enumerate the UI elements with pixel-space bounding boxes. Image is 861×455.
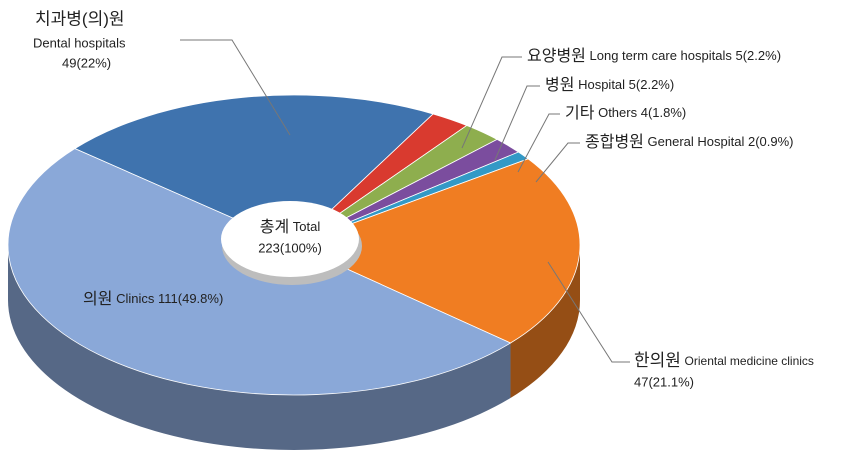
value-label: 111(49.8%) <box>158 291 223 306</box>
value-label: 47(21.1%) <box>634 374 694 389</box>
center-disc <box>221 201 359 277</box>
label: 요양병원 Long term care hospitals 5(2.2%) <box>527 47 781 65</box>
center-value: 223(100%) <box>258 240 322 255</box>
value-label: 5(2.2%) <box>736 48 782 63</box>
slice <box>292 158 581 344</box>
label-en: Hospital <box>578 77 625 92</box>
value-label: 4(1.8%) <box>641 105 687 120</box>
label-en: Others <box>598 105 638 120</box>
label-en: General Hospital <box>648 134 745 149</box>
label: 병원 Hospital 5(2.2%) <box>545 76 674 94</box>
label-en: Oriental medicine clinics <box>685 354 814 368</box>
label-en: Long term care hospitals <box>590 48 733 63</box>
center-label: 총계 Total <box>260 218 321 236</box>
leader-line <box>517 113 560 173</box>
label: 의원 Clinics 111(49.8%) <box>83 290 223 308</box>
slice-side <box>510 245 580 399</box>
label: 기타 Others 4(1.8%) <box>565 104 686 122</box>
leader-line <box>494 85 540 161</box>
label-ko: 종합병원 <box>585 133 644 151</box>
label-ko: 기타 <box>565 104 595 122</box>
leader-line <box>547 261 630 363</box>
center-label-ko: 총계 <box>260 218 289 236</box>
label-ko: 의원 <box>83 290 112 308</box>
leader-lines <box>180 39 630 363</box>
label: 한의원 Oriental medicine clinics <box>634 351 814 370</box>
label-en: Dental hospitals <box>33 35 126 50</box>
label-ko: 치과병(의)원 <box>35 9 125 28</box>
slice-side <box>7 245 511 451</box>
center-label-en: Total <box>293 219 321 234</box>
slice <box>74 94 434 246</box>
label-ko: 한의원 <box>634 351 681 370</box>
value-label: 49(22%) <box>62 55 111 70</box>
leader-line <box>180 39 291 136</box>
leader-line <box>535 142 580 183</box>
label-ko: 병원 <box>545 76 574 94</box>
value-label: 5(2.2%) <box>629 77 675 92</box>
label: 종합병원 General Hospital 2(0.9%) <box>585 133 794 151</box>
leader-line <box>461 56 522 149</box>
value-label: 2(0.9%) <box>748 134 794 149</box>
label-en: Clinics <box>116 291 155 306</box>
label-ko: 요양병원 <box>527 47 586 65</box>
